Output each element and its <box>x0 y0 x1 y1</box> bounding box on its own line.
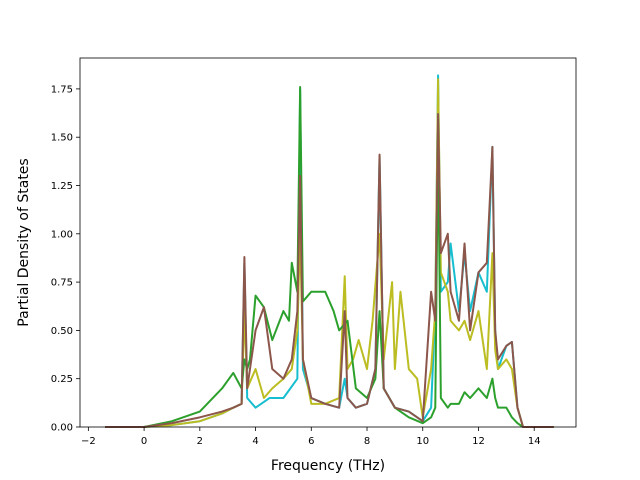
x-axis-label: Frequency (THz) <box>271 458 385 474</box>
x-tick-label: 6 <box>308 436 314 447</box>
series-line-3 <box>105 113 554 428</box>
series-layer <box>105 74 554 428</box>
y-axis-label: Partial Density of States <box>16 158 32 326</box>
y-tick-label: 1.25 <box>51 181 73 192</box>
x-tick-label: 0 <box>141 436 147 447</box>
plot-frame <box>79 57 577 428</box>
x-tick-label: 8 <box>364 436 370 447</box>
x-tick-label: 2 <box>197 436 203 447</box>
x-tick-label: 12 <box>472 436 485 447</box>
y-tick-label: 1.50 <box>51 133 73 144</box>
x-axis-ticks: −2 0 2 4 6 8 10 12 14 <box>81 427 541 447</box>
y-tick-label: 1.00 <box>51 229 73 240</box>
y-tick-label: 0.75 <box>51 278 73 289</box>
y-tick-label: 0.25 <box>51 374 73 385</box>
y-tick-label: 1.75 <box>51 84 73 95</box>
y-tick-label: 0.00 <box>51 423 73 434</box>
x-tick-label: 10 <box>416 436 429 447</box>
plot-background <box>80 58 576 427</box>
y-axis-ticks: 0.00 0.25 0.50 0.75 1.00 1.25 1.50 1.75 <box>51 84 80 434</box>
y-tick-label: 0.50 <box>51 326 73 337</box>
x-tick-label: 4 <box>252 436 258 447</box>
x-tick-label: −2 <box>81 436 96 447</box>
x-tick-label: 14 <box>528 436 541 447</box>
